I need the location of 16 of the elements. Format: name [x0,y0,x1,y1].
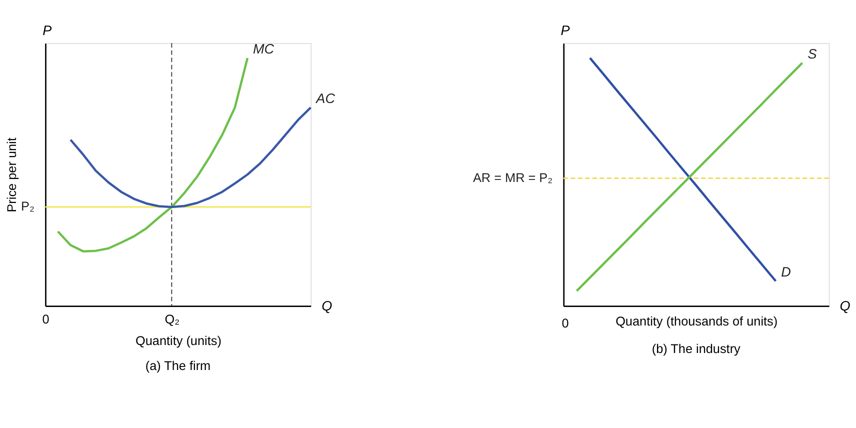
series-label: S [808,46,817,62]
y-axis-title: Price per unit [4,137,19,212]
text: (b) The industry [652,342,742,356]
text: (a) The firm [145,359,211,374]
text: Q [840,298,851,314]
ref-line-label: P₂ [21,200,34,214]
series-label: MC [252,41,274,56]
text: P [42,23,52,38]
ref-line-label: AR = MR = P₂ [472,170,553,185]
x-axis-title: Quantity (units) [135,334,222,348]
text: P [560,23,570,38]
x-axis-title: Quantity (thousands of units) [616,314,778,328]
x-tick-label: Q₂ [164,312,180,327]
series-label: AC [315,91,336,106]
text: Q [322,298,333,314]
series-label: D [781,264,792,280]
